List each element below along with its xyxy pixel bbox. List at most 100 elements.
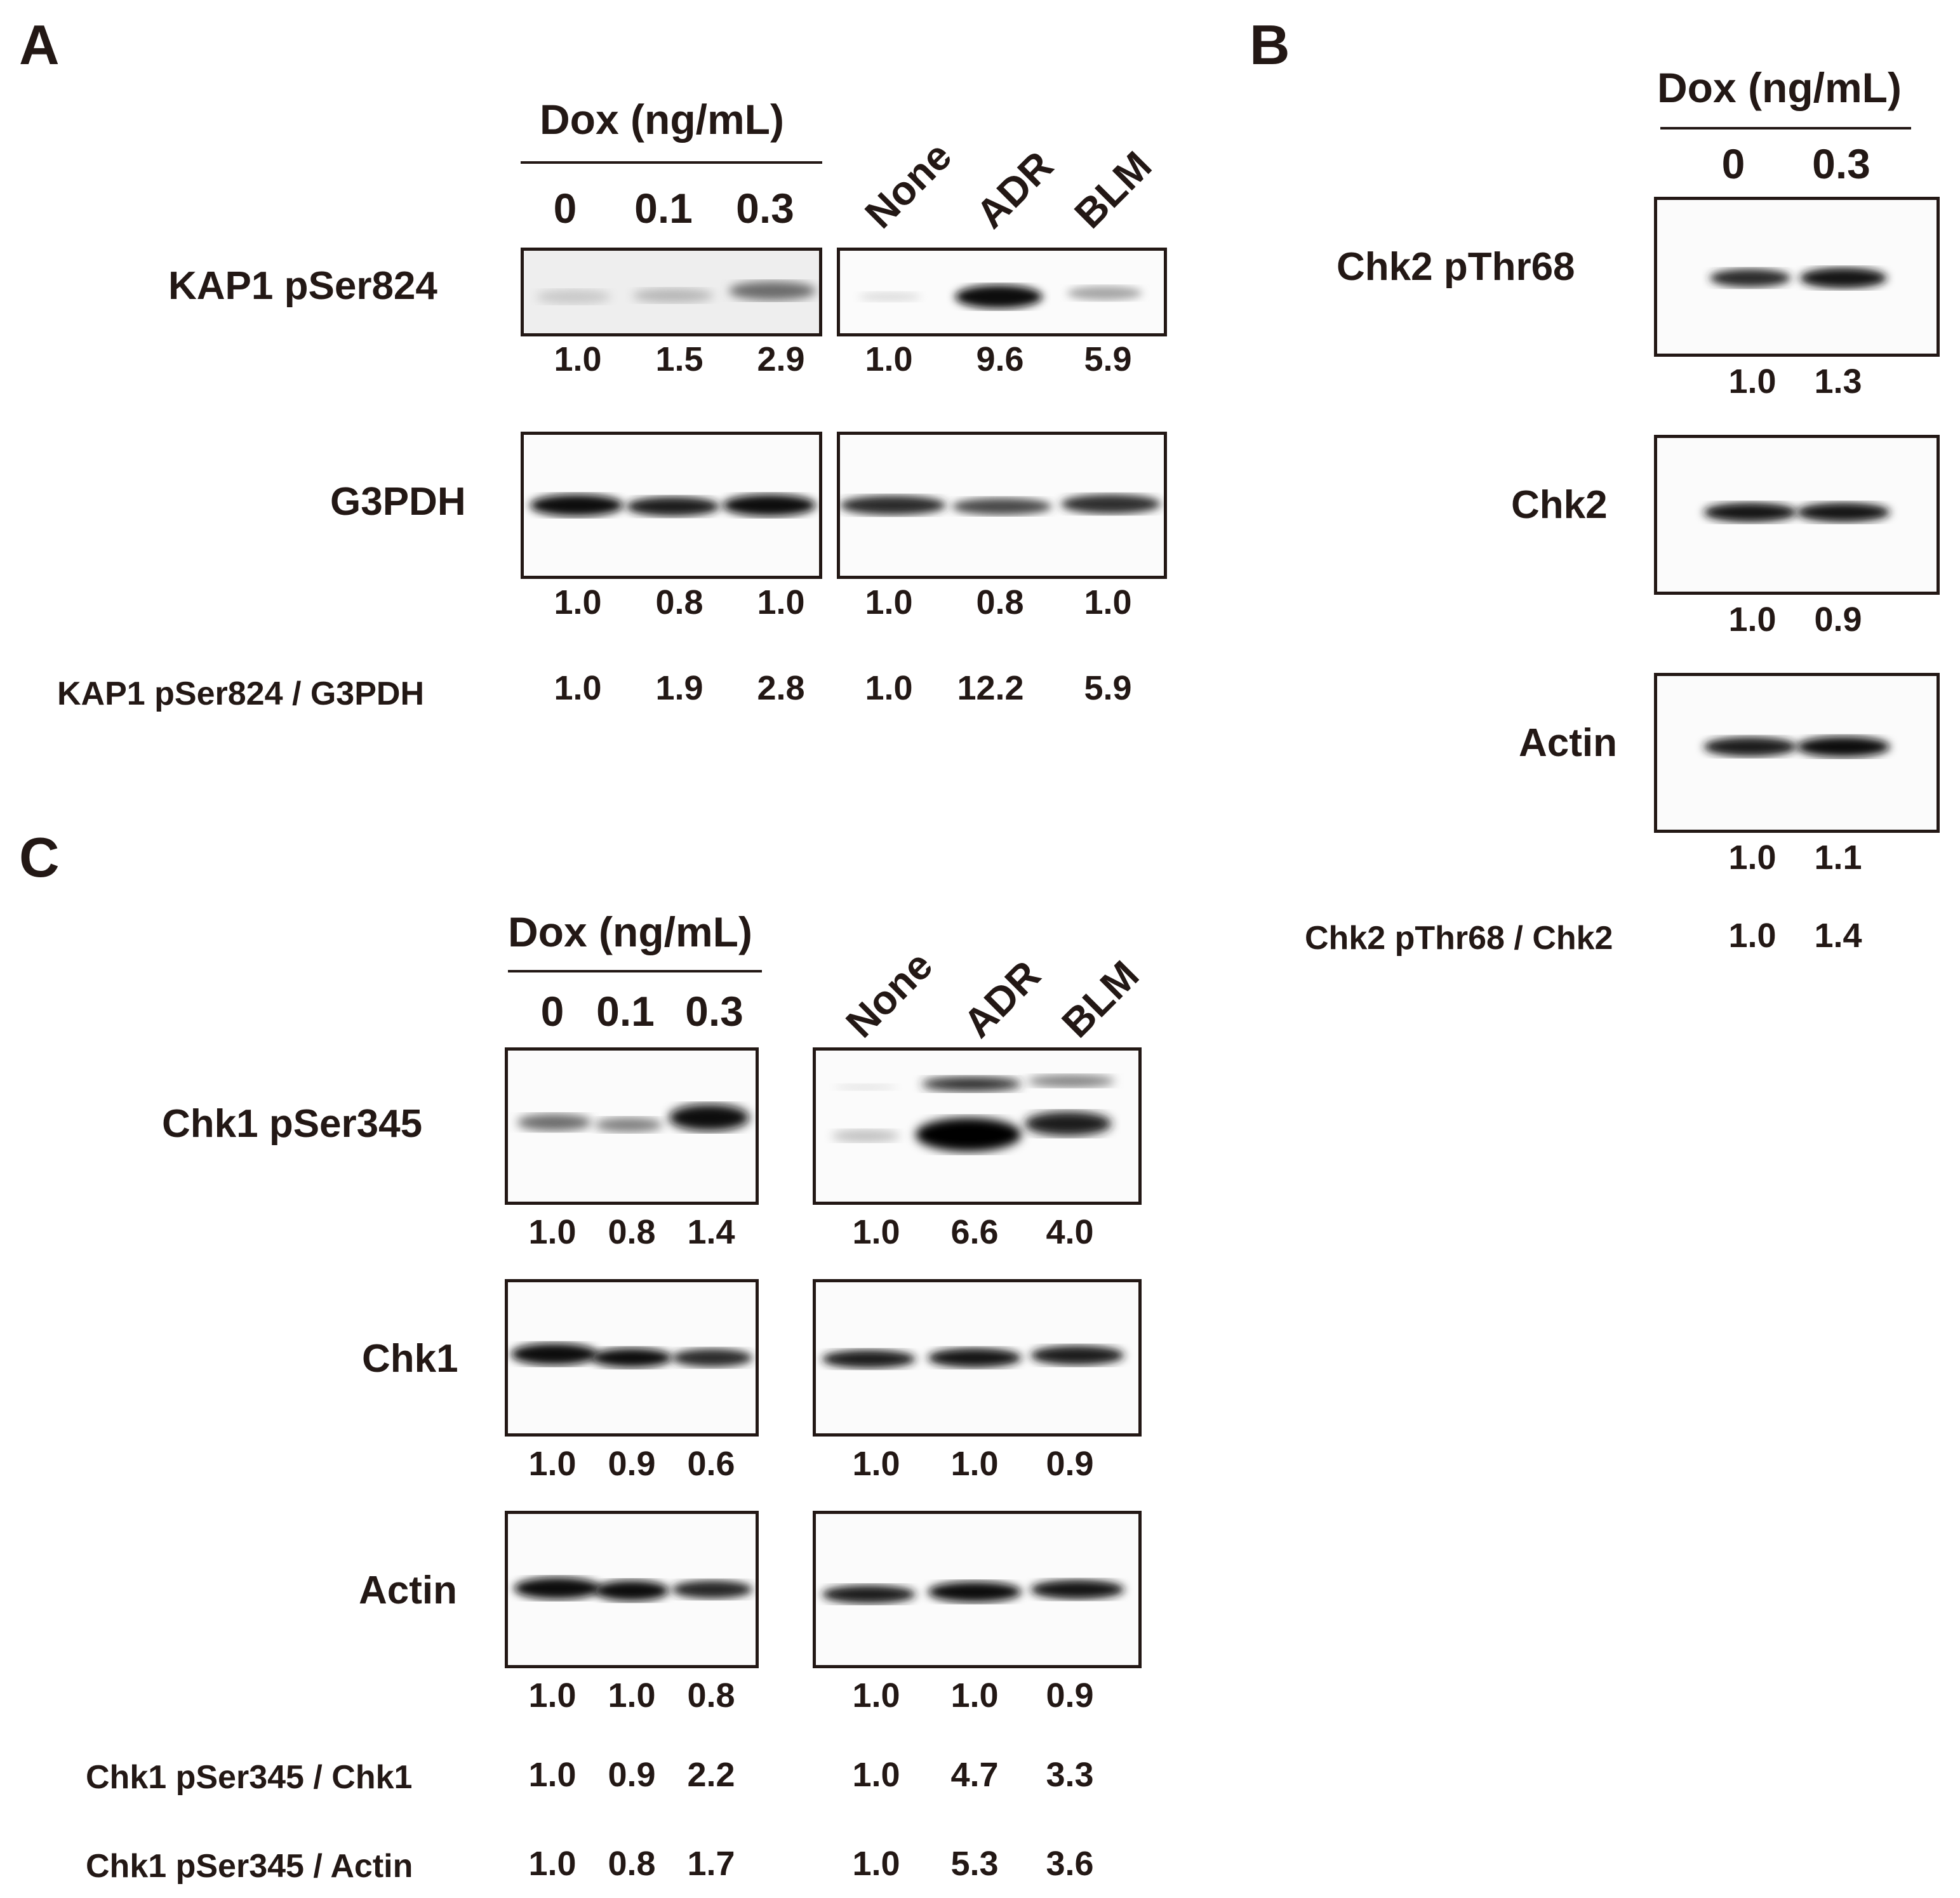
panel-a-row-label-g3pdh: G3PDH xyxy=(330,480,466,524)
panel-c-dox-title: Dox (ng/mL) xyxy=(508,908,752,955)
panel-a-letter: A xyxy=(19,13,60,76)
panel-c-ratio2-treat-value-2: 5.3 xyxy=(950,1845,999,1883)
panel-b-chk2-value-2: 0.9 xyxy=(1814,601,1862,639)
panel-a-g3pdh-blot-treat xyxy=(837,432,1167,579)
panel-c-actin-dox-value-3: 0.8 xyxy=(687,1676,735,1715)
panel-c-row-label-chk1: Chk1 xyxy=(362,1337,458,1381)
panel-a-g3pdh-treat-value-2: 0.8 xyxy=(976,583,1024,621)
panel-c-actin-blot-dox xyxy=(505,1511,759,1668)
panel-c-row-label-chk1p: Chk1 pSer345 xyxy=(162,1102,423,1146)
panel-b-dox-lane-2: 0.3 xyxy=(1812,140,1870,187)
panel-c-treat-lane-blm: BLM xyxy=(1053,952,1148,1047)
panel-a-ratio-dox-value-2: 1.9 xyxy=(655,669,703,707)
panel-c-ratio1-treat-value-1: 1.0 xyxy=(852,1756,900,1794)
panel-c-ratio-label-chk1: Chk1 pSer345 / Chk1 xyxy=(86,1759,413,1796)
panel-b-chk2p-value-2: 1.3 xyxy=(1814,362,1862,401)
panel-c-actin-treat-value-3: 0.9 xyxy=(1046,1676,1094,1715)
panel-c-chk1-treat-value-3: 0.9 xyxy=(1046,1445,1094,1483)
panel-a-dox-title: Dox (ng/mL) xyxy=(540,96,784,143)
panel-c-actin-treat-value-1: 1.0 xyxy=(852,1676,900,1715)
panel-a-dox-rule xyxy=(521,161,822,164)
panel-c-chk1-blot-dox xyxy=(505,1279,759,1437)
panel-c-ratio2-treat-value-3: 3.6 xyxy=(1046,1845,1094,1883)
panel-a-kap1-dox-value-1: 1.0 xyxy=(554,340,602,378)
panel-c-chk1p-blot-dox xyxy=(505,1047,759,1205)
panel-c-dox-lane-2: 0.1 xyxy=(596,988,655,1035)
panel-a-dox-lane-2: 0.1 xyxy=(634,185,693,232)
panel-b-dox-title: Dox (ng/mL) xyxy=(1657,64,1902,111)
panel-c-ratio1-treat-value-3: 3.3 xyxy=(1046,1756,1094,1794)
panel-c-chk1p-dox-value-3: 1.4 xyxy=(687,1213,735,1251)
panel-a-treat-lane-adr: ADR xyxy=(967,142,1062,237)
panel-b-dox-lane-1: 0 xyxy=(1721,140,1745,187)
panel-a-g3pdh-dox-value-3: 1.0 xyxy=(757,583,805,621)
panel-a-ratio-treat-value-2: 12.2 xyxy=(957,669,1024,707)
panel-c-ratio2-treat-value-1: 1.0 xyxy=(852,1845,900,1883)
panel-a-ratio-label: KAP1 pSer824 / G3PDH xyxy=(57,675,425,712)
panel-a-kap1-treat-value-2: 9.6 xyxy=(976,340,1024,378)
panel-c-chk1p-treat-value-2: 6.6 xyxy=(950,1213,999,1251)
panel-c-chk1-dox-value-1: 1.0 xyxy=(528,1445,577,1483)
panel-c-actin-blot-treat xyxy=(813,1511,1142,1668)
panel-a-kap1-treat-value-1: 1.0 xyxy=(865,340,913,378)
panel-c-chk1p-treat-value-3: 4.0 xyxy=(1046,1213,1094,1251)
panel-a-ratio-dox-value-1: 1.0 xyxy=(554,669,602,707)
panel-c-dox-lane-1: 0 xyxy=(540,988,564,1035)
panel-c-chk1-dox-value-3: 0.6 xyxy=(687,1445,735,1483)
panel-b-chk2-blot xyxy=(1654,435,1940,595)
panel-a-row-label-kap1: KAP1 pSer824 xyxy=(168,264,437,308)
panel-c-dox-rule xyxy=(508,970,762,972)
panel-a-kap1-blot-dox xyxy=(521,248,822,336)
panel-b-ratio-value-1: 1.0 xyxy=(1728,917,1777,955)
panel-c-chk1p-blot-treat xyxy=(813,1047,1142,1205)
panel-a-g3pdh-blot-dox xyxy=(521,432,822,579)
panel-c-ratio1-dox-value-1: 1.0 xyxy=(528,1756,577,1794)
panel-a-kap1-dox-value-3: 2.9 xyxy=(757,340,805,378)
panel-b-ratio-label: Chk2 pThr68 / Chk2 xyxy=(1305,920,1613,957)
panel-c-chk1p-treat-value-1: 1.0 xyxy=(852,1213,900,1251)
panel-a-treat-lane-none: None xyxy=(856,133,961,237)
panel-a-kap1-blot-treat xyxy=(837,248,1167,336)
panel-b-chk2-value-1: 1.0 xyxy=(1728,601,1777,639)
panel-c-row-label-actin: Actin xyxy=(359,1569,457,1612)
panel-b-actin-value-2: 1.1 xyxy=(1814,839,1862,877)
panel-c-chk1p-dox-value-2: 0.8 xyxy=(608,1213,656,1251)
panel-a-g3pdh-dox-value-1: 1.0 xyxy=(554,583,602,621)
panel-b-actin-blot xyxy=(1654,673,1940,833)
panel-b-ratio-value-2: 1.4 xyxy=(1814,917,1862,955)
panel-c-chk1-blot-treat xyxy=(813,1279,1142,1437)
panel-c-treat-lane-none: None xyxy=(837,942,942,1047)
panel-c-treat-lane-adr: ADR xyxy=(954,952,1050,1047)
panel-b-row-label-chk2: Chk2 xyxy=(1511,483,1608,527)
panel-b-row-label-chk2p: Chk2 pThr68 xyxy=(1337,245,1575,289)
panel-a-kap1-dox-value-2: 1.5 xyxy=(655,340,703,378)
panel-c-actin-treat-value-2: 1.0 xyxy=(950,1676,999,1715)
panel-c-chk1-dox-value-2: 0.9 xyxy=(608,1445,656,1483)
panel-a-g3pdh-dox-value-2: 0.8 xyxy=(655,583,703,621)
panel-c-chk1-treat-value-1: 1.0 xyxy=(852,1445,900,1483)
panel-a-ratio-treat-value-3: 5.9 xyxy=(1084,669,1132,707)
panel-a-dox-lane-3: 0.3 xyxy=(736,185,794,232)
panel-c-ratio-label-actin: Chk1 pSer345 / Actin xyxy=(86,1848,413,1885)
panel-c-chk1p-dox-value-1: 1.0 xyxy=(528,1213,577,1251)
panel-a-treat-lane-blm: BLM xyxy=(1065,142,1161,237)
panel-a-dox-lane-1: 0 xyxy=(553,185,577,232)
panel-a-ratio-treat-value-1: 1.0 xyxy=(865,669,913,707)
panel-c-ratio2-dox-value-1: 1.0 xyxy=(528,1845,577,1883)
panel-c-dox-lane-3: 0.3 xyxy=(685,988,743,1035)
panel-b-chk2p-value-1: 1.0 xyxy=(1728,362,1777,401)
panel-c-ratio1-dox-value-3: 2.2 xyxy=(687,1756,735,1794)
panel-c-ratio2-dox-value-2: 0.8 xyxy=(608,1845,656,1883)
panel-c-ratio1-treat-value-2: 4.7 xyxy=(950,1756,999,1794)
panel-b-chk2p-blot xyxy=(1654,197,1940,357)
panel-c-chk1-treat-value-2: 1.0 xyxy=(950,1445,999,1483)
panel-a-g3pdh-treat-value-1: 1.0 xyxy=(865,583,913,621)
panel-c-letter: C xyxy=(19,826,60,889)
panel-a-g3pdh-treat-value-3: 1.0 xyxy=(1084,583,1132,621)
panel-c-ratio1-dox-value-2: 0.9 xyxy=(608,1756,656,1794)
panel-b-row-label-actin: Actin xyxy=(1519,721,1617,765)
panel-b-dox-rule xyxy=(1660,127,1911,129)
panel-a-ratio-dox-value-3: 2.8 xyxy=(757,669,805,707)
panel-c-actin-dox-value-2: 1.0 xyxy=(608,1676,656,1715)
panel-c-ratio2-dox-value-3: 1.7 xyxy=(687,1845,735,1883)
